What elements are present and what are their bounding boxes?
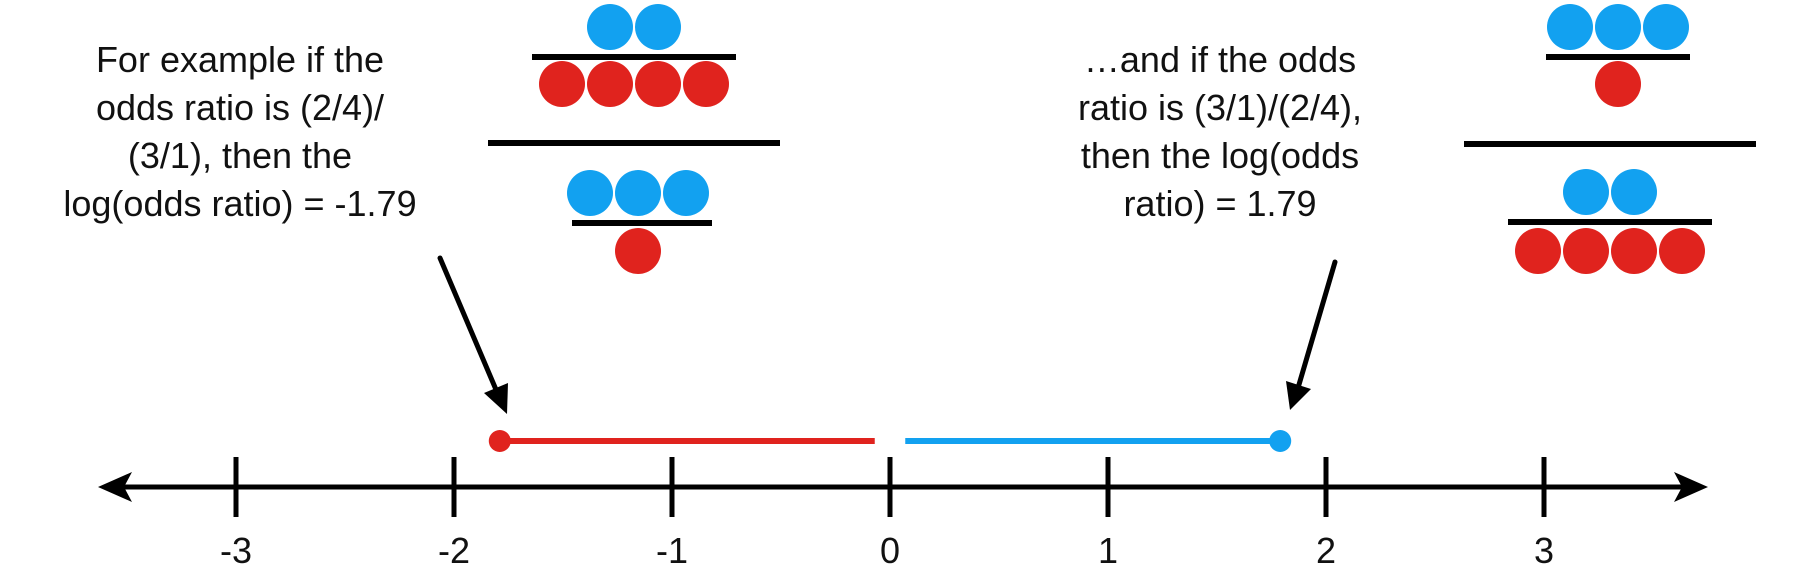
tick-label: -1 — [656, 530, 688, 570]
right-top-blue-dot-2 — [1595, 4, 1641, 50]
right-top-blue-dot-3 — [1643, 4, 1689, 50]
number-line-ticks — [233, 457, 1547, 517]
number-line: -3 -2 -1 0 1 2 3 — [98, 430, 1708, 570]
tick-label: 1 — [1098, 530, 1118, 570]
left-pointer-arrow — [437, 255, 508, 414]
tick-label: 3 — [1534, 530, 1554, 570]
right-top-red-dot-1 — [1595, 61, 1641, 107]
tick-label: 0 — [880, 530, 900, 570]
right-bottom-red-dot-1 — [1515, 228, 1561, 274]
left-bottom-blue-dots — [567, 170, 709, 216]
left-fraction-graphic — [488, 4, 780, 274]
number-line-tick-labels: -3 -2 -1 0 1 2 3 — [220, 530, 1554, 570]
left-top-blue-dot-1 — [587, 4, 633, 50]
left-top-red-dots — [539, 61, 729, 107]
caption-left-line-4: log(odds ratio) = -1.79 — [63, 183, 417, 224]
right-top-blue-dot-1 — [1547, 4, 1593, 50]
left-bottom-red-dots — [615, 228, 661, 274]
right-top-red-dots — [1595, 61, 1641, 107]
left-top-red-dot-4 — [683, 61, 729, 107]
caption-left-line-2: odds ratio is (2/4)/ — [95, 87, 385, 128]
axis-left-arrow-icon — [98, 472, 132, 502]
left-bottom-blue-dot-1 — [567, 170, 613, 216]
left-bottom-blue-dot-3 — [663, 170, 709, 216]
left-top-red-dot-1 — [539, 61, 585, 107]
right-pointer-arrow — [1286, 259, 1338, 410]
right-bottom-blue-dot-2 — [1611, 169, 1657, 215]
caption-right: …and if the odds ratio is (3/1)/(2/4), t… — [1020, 36, 1420, 228]
number-line-segments — [488, 430, 1292, 452]
right-fraction-graphic — [1464, 4, 1756, 274]
caption-left: For example if the odds ratio is (2/4)/ … — [0, 36, 480, 228]
caption-left-line-1: For example if the — [95, 39, 385, 80]
caption-left-line-3: (3/1), then the — [127, 135, 353, 176]
negative-log-odds-segment-endpoint — [488, 430, 511, 452]
right-bottom-red-dot-3 — [1611, 228, 1657, 274]
left-bottom-red-dot-1 — [615, 228, 661, 274]
axis-right-arrow-icon — [1674, 472, 1708, 502]
caption-right-line-2: ratio is (3/1)/(2/4), — [1077, 87, 1363, 128]
tick-label: -3 — [220, 530, 252, 570]
right-bottom-blue-dots — [1563, 169, 1657, 215]
tick-label: -2 — [438, 530, 470, 570]
left-bottom-blue-dot-2 — [615, 170, 661, 216]
caption-right-line-4: ratio) = 1.79 — [1123, 183, 1317, 224]
left-top-blue-dot-2 — [635, 4, 681, 50]
right-bottom-red-dot-4 — [1659, 228, 1705, 274]
right-bottom-red-dots — [1515, 228, 1705, 274]
tick-label: 2 — [1316, 530, 1336, 570]
right-bottom-blue-dot-1 — [1563, 169, 1609, 215]
right-arrowhead-icon — [1286, 381, 1311, 410]
right-top-blue-dots — [1547, 4, 1689, 50]
left-top-red-dot-2 — [587, 61, 633, 107]
right-bottom-red-dot-2 — [1563, 228, 1609, 274]
caption-right-line-3: then the log(odds — [1080, 135, 1360, 176]
left-arrowhead-icon — [484, 383, 508, 414]
positive-log-odds-segment-endpoint — [1269, 430, 1292, 452]
caption-right-line-1: …and if the odds — [1083, 39, 1357, 80]
left-top-blue-dots — [587, 4, 681, 50]
left-top-red-dot-3 — [635, 61, 681, 107]
